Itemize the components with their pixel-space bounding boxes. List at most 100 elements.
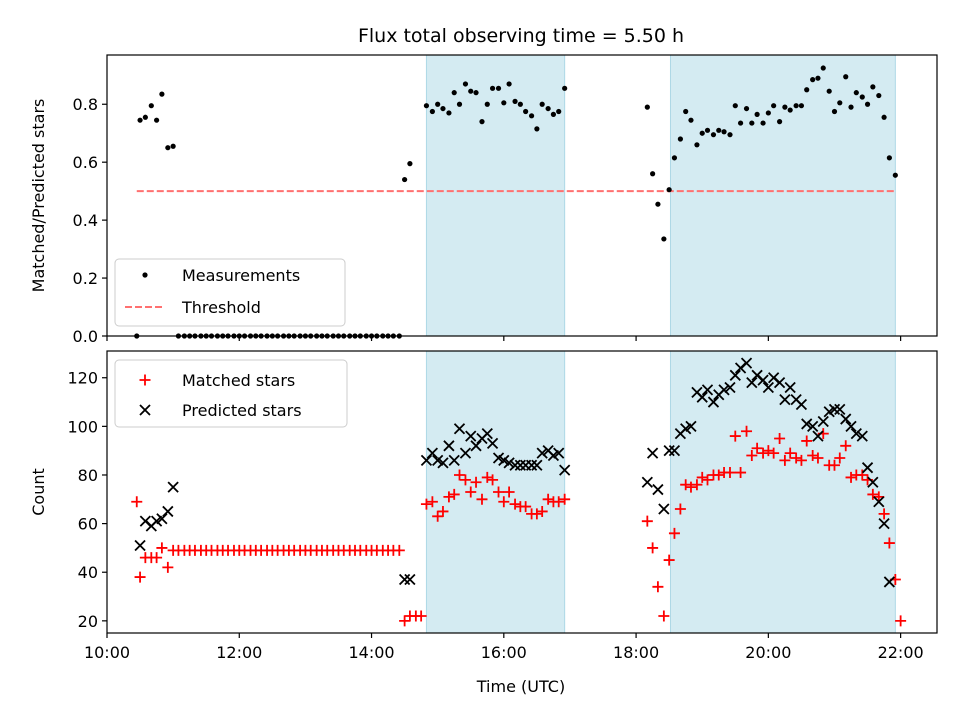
data-point-1-0-90 xyxy=(702,474,714,486)
data-point-1-0-60 xyxy=(459,474,471,486)
chart-title: Flux total observing time = 5.50 h xyxy=(358,25,684,47)
data-point-0-0-68 xyxy=(517,101,523,107)
data-point-1-0-53 xyxy=(420,498,432,510)
legend-label-matched: Matched stars xyxy=(182,371,295,390)
axes-frame-0 xyxy=(106,54,938,337)
data-point-1-0-74 xyxy=(536,505,548,517)
data-point-1-0-63 xyxy=(476,493,488,505)
data-point-1-0-82 xyxy=(658,610,670,622)
data-point-0-0-105 xyxy=(798,103,805,109)
data-point-0-0-92 xyxy=(727,132,733,138)
data-point-1-0-55 xyxy=(432,510,444,522)
data-point-0-0-80 xyxy=(661,236,667,242)
data-point-1-0-71 xyxy=(520,501,532,513)
y-tick-label-0-4: 0.8 xyxy=(73,95,98,114)
data-point-1-1-12 xyxy=(437,457,449,469)
data-point-1-1-72 xyxy=(845,420,857,432)
data-point-1-1-35 xyxy=(641,476,653,488)
data-point-0-0-72 xyxy=(539,101,545,107)
data-point-1-1-14 xyxy=(448,454,460,467)
data-point-1-1-34 xyxy=(559,464,571,476)
data-point-1-1-53 xyxy=(740,357,753,369)
data-point-0-0-107 xyxy=(810,77,816,83)
data-point-1-1-30 xyxy=(536,447,548,459)
data-point-1-0-92 xyxy=(713,469,725,481)
data-point-1-1-70 xyxy=(834,403,846,415)
data-point-1-0-120 xyxy=(867,488,879,500)
data-point-1-0-95 xyxy=(729,430,741,442)
data-point-0-0-108 xyxy=(815,75,821,81)
data-point-1-0-94 xyxy=(724,467,736,479)
x-tick-label-4: 18:00 xyxy=(613,643,659,662)
x-tick-label-5: 20:00 xyxy=(745,643,791,662)
y-tick-label-1-3: 80 xyxy=(78,466,98,485)
data-point-1-0-99 xyxy=(751,442,763,454)
data-point-1-0-125 xyxy=(895,615,907,627)
data-point-1-0-78 xyxy=(559,493,571,505)
data-point-0-0-99 xyxy=(765,110,771,116)
data-point-0-0-61 xyxy=(479,119,485,125)
data-point-1-0-75 xyxy=(542,493,554,505)
data-point-0-0-79 xyxy=(655,201,661,207)
data-point-1-1-78 xyxy=(878,517,890,530)
data-point-1-0-81 xyxy=(652,581,664,593)
data-point-1-0-4 xyxy=(151,552,163,564)
data-point-1-0-6 xyxy=(162,561,174,573)
data-point-1-1-6 xyxy=(167,481,179,493)
data-point-0-0-59 xyxy=(468,88,474,94)
data-point-0-0-52 xyxy=(429,108,435,115)
data-point-1-1-67 xyxy=(817,415,829,428)
data-point-1-1-43 xyxy=(685,420,697,432)
data-point-1-1-13 xyxy=(443,440,455,452)
data-point-1-0-108 xyxy=(801,435,813,447)
data-point-1-0-84 xyxy=(668,527,680,539)
data-point-0-0-76 xyxy=(562,85,568,91)
data-point-1-0-48 xyxy=(393,544,405,556)
data-point-1-1-51 xyxy=(729,369,741,381)
data-point-0-0-73 xyxy=(545,105,551,112)
data-point-1-0-65 xyxy=(487,474,499,486)
data-point-1-0-56 xyxy=(437,505,449,517)
data-point-0-0-4 xyxy=(154,117,160,123)
data-point-1-0-103 xyxy=(774,433,786,445)
data-point-0-0-104 xyxy=(793,103,799,109)
data-point-1-0-87 xyxy=(685,481,697,493)
data-point-0-0-103 xyxy=(787,107,793,113)
data-point-1-1-77 xyxy=(873,496,885,508)
data-point-1-1-56 xyxy=(757,374,769,386)
x-tick-label-3: 16:00 xyxy=(481,643,527,662)
data-point-0-0-102 xyxy=(782,104,788,110)
data-point-1-0-64 xyxy=(481,471,493,483)
data-point-1-0-1 xyxy=(134,571,146,583)
data-point-1-0-96 xyxy=(735,467,747,479)
legend-bottom xyxy=(114,359,348,428)
data-point-0-0-121 xyxy=(886,155,892,161)
data-point-0-0-113 xyxy=(843,74,849,80)
data-point-0-0-93 xyxy=(732,103,738,109)
data-point-1-1-74 xyxy=(856,430,868,442)
y-tick-label-1-1: 40 xyxy=(78,563,98,582)
data-point-1-0-54 xyxy=(426,496,438,508)
data-point-1-0-0 xyxy=(131,496,143,508)
data-point-0-0-60 xyxy=(473,90,479,96)
y-tick-label-0-2: 0.4 xyxy=(73,211,98,230)
data-point-0-0-86 xyxy=(694,142,700,148)
axes-frame-1 xyxy=(106,350,938,634)
data-point-1-1-45 xyxy=(696,391,708,403)
data-point-0-0-55 xyxy=(446,110,452,116)
data-point-0-0-116 xyxy=(859,94,865,100)
data-point-1-0-73 xyxy=(531,508,543,520)
data-point-0-0-62 xyxy=(484,101,490,107)
data-point-0-0-106 xyxy=(804,87,810,93)
data-point-0-0-57 xyxy=(456,101,463,107)
data-point-1-0-59 xyxy=(454,469,466,481)
data-point-1-1-18 xyxy=(470,440,482,452)
data-point-0-0-70 xyxy=(528,113,535,119)
data-point-0-0-85 xyxy=(688,117,694,123)
data-point-0-0-66 xyxy=(506,81,512,87)
data-point-1-1-71 xyxy=(840,413,852,425)
data-point-1-1-40 xyxy=(668,445,681,457)
data-point-0-0-94 xyxy=(737,120,744,126)
data-point-1-1-49 xyxy=(718,384,730,396)
x-tick-label-2: 14:00 xyxy=(348,643,394,662)
